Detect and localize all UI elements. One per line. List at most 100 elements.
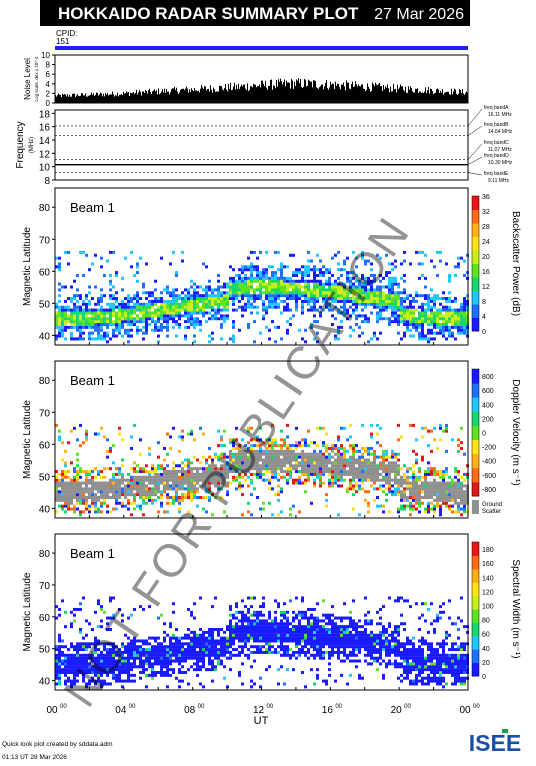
heatmap-cell — [88, 479, 91, 482]
heatmap-cell — [187, 433, 190, 436]
heatmap-cell — [106, 260, 109, 263]
heatmap-cell — [196, 309, 199, 312]
heatmap-cell — [349, 435, 352, 438]
heatmap-cell — [289, 473, 292, 476]
heatmap-cell — [85, 473, 88, 476]
heatmap-cell — [208, 447, 211, 450]
heatmap-cell — [376, 464, 379, 467]
heatmap-cell — [97, 496, 100, 499]
heatmap-cell — [124, 297, 127, 300]
heatmap-cell — [232, 280, 235, 283]
heatmap-cell — [58, 608, 61, 611]
heatmap-cell — [250, 513, 253, 516]
heatmap-cell — [424, 337, 427, 340]
heatmap-cell — [76, 309, 79, 312]
heatmap-cell — [121, 314, 124, 317]
heatmap-cell — [175, 306, 178, 309]
heatmap-cell — [196, 660, 199, 663]
heatmap-cell — [118, 484, 121, 487]
heatmap-cell — [394, 317, 397, 320]
heatmap-cell — [217, 654, 220, 657]
heatmap-cell — [187, 317, 190, 320]
heatmap-cell — [310, 297, 313, 300]
heatmap-cell — [115, 323, 118, 326]
heatmap-cell — [433, 438, 436, 441]
heatmap-cell — [136, 317, 139, 320]
heatmap-cell — [412, 470, 415, 473]
heatmap-cell — [295, 297, 298, 300]
heatmap-cell — [151, 303, 154, 306]
heatmap-cell — [454, 317, 457, 320]
heatmap-cell — [100, 311, 103, 314]
heatmap-cell — [319, 271, 322, 274]
heatmap-cell — [382, 450, 385, 453]
heatmap-cell — [130, 306, 133, 309]
heatmap-cell — [121, 487, 124, 490]
heatmap-cell — [193, 668, 196, 671]
heatmap-cell — [172, 470, 175, 473]
heatmap-cell — [220, 639, 223, 642]
heatmap-cell — [100, 337, 103, 340]
heatmap-cell — [433, 265, 436, 268]
heatmap-cell — [349, 456, 352, 459]
heatmap-cell — [415, 323, 418, 326]
heatmap-cell — [448, 314, 451, 317]
heatmap-cell — [289, 280, 292, 283]
heatmap-cell — [316, 456, 319, 459]
heatmap-cell — [91, 496, 94, 499]
heatmap-cell — [286, 482, 289, 485]
heatmap-cell — [274, 297, 277, 300]
heatmap-cell — [79, 513, 82, 516]
heatmap-cell — [337, 450, 340, 453]
heatmap-cell — [112, 461, 115, 464]
heatmap-cell — [142, 314, 145, 317]
heatmap-cell — [256, 311, 259, 314]
heatmap-cell — [100, 320, 103, 323]
heatmap-cell — [112, 303, 115, 306]
heatmap-cell — [160, 671, 163, 674]
heatmap-cell — [283, 280, 286, 283]
heatmap-cell — [121, 309, 124, 312]
heatmap-cell — [388, 300, 391, 303]
heatmap-cell — [61, 651, 64, 654]
heatmap-cell — [388, 473, 391, 476]
heatmap-cell — [148, 490, 151, 493]
heatmap-cell — [409, 309, 412, 312]
heatmap-cell — [184, 320, 187, 323]
heatmap-cell — [58, 262, 61, 265]
heatmap-cell — [220, 286, 223, 289]
heatmap-cell — [385, 479, 388, 482]
heatmap-cell — [436, 323, 439, 326]
heatmap-cell — [178, 657, 181, 660]
heatmap-cell — [187, 294, 190, 297]
heatmap-cell — [400, 314, 403, 317]
heatmap-cell — [373, 456, 376, 459]
heatmap-cell — [265, 309, 268, 312]
heatmap-cell — [169, 622, 172, 625]
heatmap-cell — [211, 680, 214, 683]
heatmap-cell — [364, 467, 367, 470]
heatmap-cell — [157, 467, 160, 470]
heatmap-cell — [214, 628, 217, 631]
heatmap-cell — [295, 479, 298, 482]
heatmap-cell — [223, 651, 226, 654]
heatmap-cell — [205, 286, 208, 289]
heatmap-cell — [397, 314, 400, 317]
heatmap-cell — [388, 479, 391, 482]
heatmap-cell — [256, 288, 259, 291]
heatmap-cell — [307, 470, 310, 473]
heatmap-cell — [382, 303, 385, 306]
heatmap-cell — [337, 453, 340, 456]
heatmap-cell — [91, 337, 94, 340]
heatmap-cell — [97, 311, 100, 314]
heatmap-cell — [238, 674, 241, 677]
heatmap-cell — [313, 265, 316, 268]
heatmap-cell — [424, 314, 427, 317]
heatmap-cell — [124, 320, 127, 323]
heatmap-cell — [85, 430, 88, 433]
heatmap-cell — [178, 314, 181, 317]
heatmap-cell — [208, 280, 211, 283]
heatmap-cell — [127, 335, 130, 338]
heatmap-cell — [409, 335, 412, 338]
heatmap-cell — [184, 464, 187, 467]
